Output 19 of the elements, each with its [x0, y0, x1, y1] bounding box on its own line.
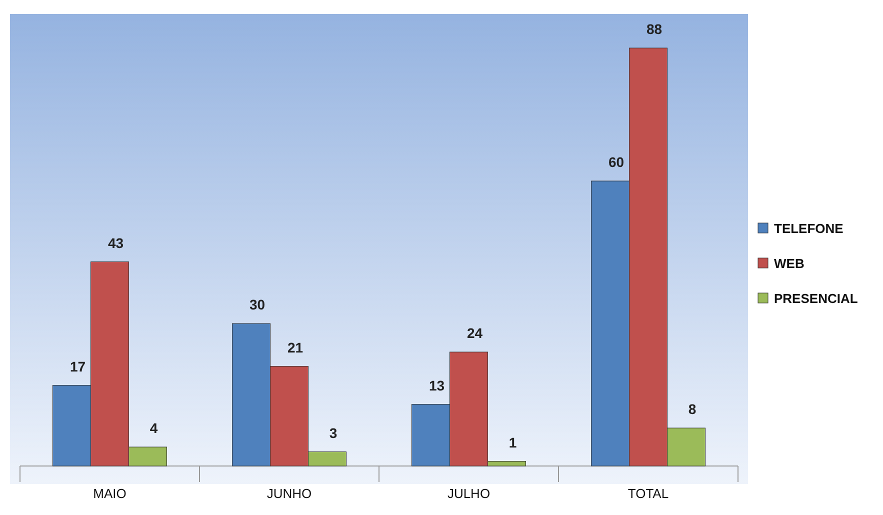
x-tick-label: MAIO — [93, 486, 126, 501]
data-label: 60 — [608, 154, 624, 170]
data-label: 88 — [646, 21, 662, 37]
data-label: 43 — [108, 234, 124, 251]
data-label: 13 — [428, 377, 445, 394]
data-label: 30 — [249, 296, 266, 312]
data-label: 17 — [70, 358, 86, 374]
legend-label: PRESENCIAL — [774, 291, 858, 306]
data-label: 4 — [150, 420, 158, 436]
data-label: 24 — [466, 325, 483, 341]
x-tick-label: JULHO — [447, 486, 490, 501]
data-label: 21 — [287, 339, 304, 356]
data-label: 3 — [329, 424, 338, 441]
data-label: 1 — [508, 434, 517, 450]
x-tick-label: TOTAL — [628, 486, 669, 501]
legend-label: WEB — [774, 256, 804, 271]
legend-label: TELEFONE — [774, 221, 844, 236]
x-tick-label: JUNHO — [266, 486, 312, 501]
data-label: 8 — [688, 401, 696, 417]
